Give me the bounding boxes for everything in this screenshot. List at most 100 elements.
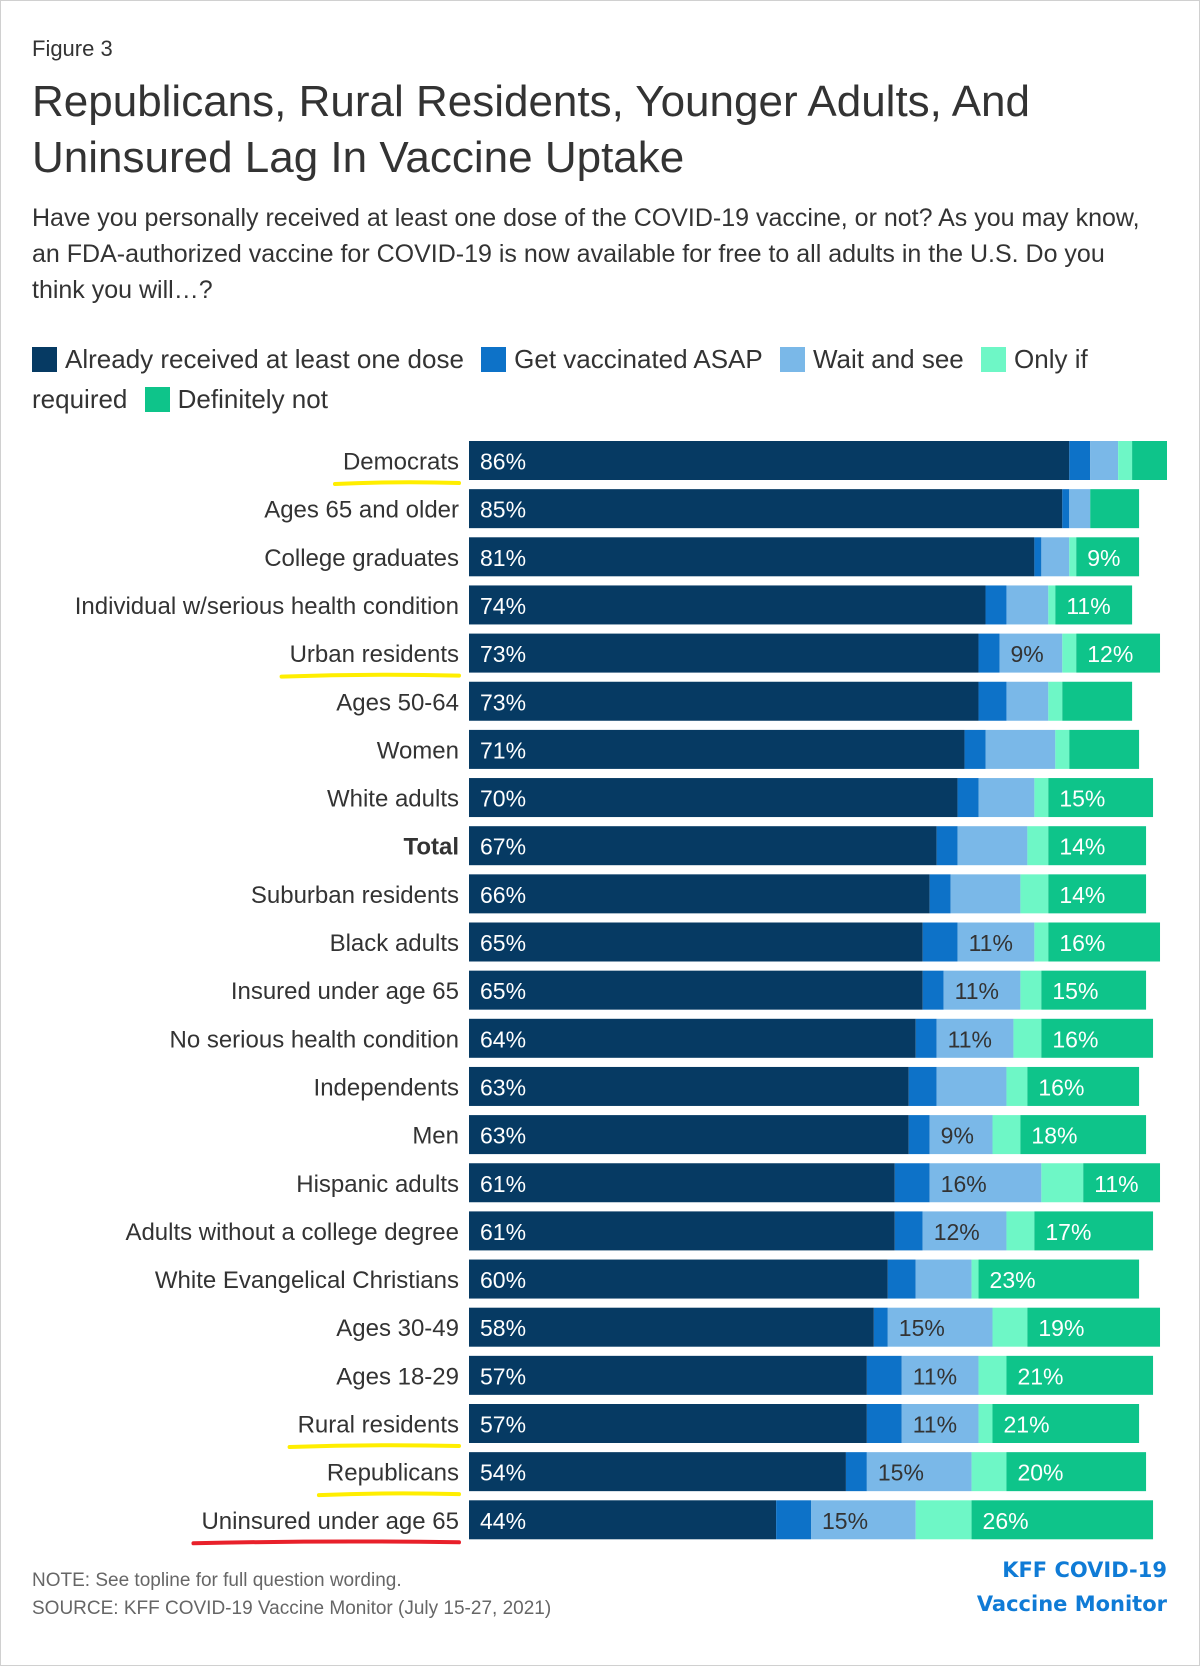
category-label: Independents bbox=[314, 1074, 459, 1101]
bar-segment-already bbox=[469, 633, 979, 673]
data-label: 19% bbox=[1038, 1315, 1084, 1341]
bar-segment-required bbox=[1013, 1018, 1042, 1058]
bar-segment-definitely-not bbox=[1027, 1307, 1161, 1347]
data-label: 86% bbox=[480, 449, 526, 475]
bar-segment-already bbox=[469, 1163, 895, 1203]
legend-label-required: Only if required bbox=[32, 344, 1088, 414]
bar-row: Democrats 86% bbox=[332, 441, 1167, 486]
bar-segment-already bbox=[469, 1066, 909, 1106]
bar-segment-required bbox=[1048, 585, 1056, 625]
category-label: Women bbox=[377, 737, 459, 764]
bar-segment-definitely-not bbox=[1090, 489, 1140, 529]
bar-segment-required bbox=[1069, 537, 1077, 577]
bar-row: Ages 18-29 57% 11% 21% bbox=[336, 1355, 1154, 1395]
data-label: 17% bbox=[1045, 1219, 1091, 1245]
bar-segment-required bbox=[1034, 922, 1049, 962]
data-label: 11% bbox=[1094, 1171, 1138, 1197]
legend-label-wait: Wait and see bbox=[812, 344, 964, 374]
bar-segment-required bbox=[992, 1307, 1028, 1347]
bar-segment-required bbox=[971, 1452, 1007, 1492]
data-label: 65% bbox=[480, 930, 526, 956]
bar-segment-asap bbox=[845, 1452, 867, 1492]
bar-segment-asap bbox=[936, 826, 958, 866]
bar-row: Men 63% 9% 18% bbox=[412, 1115, 1147, 1155]
bar-segment-already bbox=[469, 826, 937, 866]
bar-segment-definitely-not bbox=[1048, 826, 1147, 866]
data-label: 67% bbox=[480, 834, 526, 860]
bar-segment-wait bbox=[957, 922, 1035, 962]
bar-segment-wait bbox=[1006, 681, 1049, 721]
category-label: Black adults bbox=[330, 930, 459, 957]
legend-swatch-wait bbox=[779, 347, 805, 372]
legend-label-already: Already received at least one dose bbox=[65, 344, 464, 374]
data-label: 12% bbox=[1087, 641, 1133, 667]
bar-segment-wait bbox=[936, 1018, 1014, 1058]
data-label: 9% bbox=[1010, 641, 1043, 667]
data-label: 15% bbox=[878, 1460, 924, 1486]
category-label: No serious health condition bbox=[169, 1026, 459, 1053]
bar-segment-already bbox=[469, 922, 923, 962]
category-label: Insured under age 65 bbox=[231, 978, 459, 1005]
data-label: 85% bbox=[480, 497, 526, 523]
bar-segment-asap bbox=[978, 681, 1007, 721]
bar-row: Hispanic adults 61% 16% 11% bbox=[296, 1163, 1161, 1203]
data-label: 63% bbox=[480, 1123, 526, 1149]
bar-segment-required bbox=[1006, 1066, 1028, 1106]
bar-segment-asap bbox=[887, 1259, 916, 1299]
category-label: White adults bbox=[327, 786, 459, 813]
bar-segment-definitely-not bbox=[1055, 585, 1133, 625]
bar-segment-asap bbox=[908, 1115, 930, 1155]
bar-segment-already bbox=[469, 489, 1063, 529]
category-label: Suburban residents bbox=[251, 882, 459, 909]
data-label: 20% bbox=[1017, 1460, 1063, 1486]
bar-segment-required bbox=[978, 1404, 993, 1443]
data-label: 70% bbox=[480, 786, 526, 812]
bar-segment-wait bbox=[1041, 537, 1070, 577]
highlight-underline bbox=[316, 1491, 461, 1498]
bar-row: Uninsured under age 65 44% 15% 26% bbox=[191, 1500, 1154, 1546]
data-label: 15% bbox=[1059, 786, 1105, 812]
bar-segment-required bbox=[1062, 633, 1077, 673]
bar-segment-already bbox=[469, 537, 1035, 577]
legend-label-definitely-not: Definitely not bbox=[177, 384, 328, 414]
legend-swatch-required bbox=[981, 347, 1007, 372]
bar-segment-already bbox=[469, 1307, 874, 1347]
bar-segment-definitely-not bbox=[1132, 441, 1167, 480]
data-label: 11% bbox=[948, 1026, 992, 1052]
bar-segment-wait bbox=[950, 874, 1021, 914]
legend-swatch-asap bbox=[481, 347, 507, 372]
bar-segment-required bbox=[1020, 970, 1042, 1010]
chart-subtitle: Have you personally received at least on… bbox=[32, 204, 1140, 304]
bar-segment-wait bbox=[915, 1259, 972, 1299]
category-label: Total bbox=[403, 834, 459, 861]
bar-segment-definitely-not bbox=[1048, 874, 1147, 914]
category-label: Uninsured under age 65 bbox=[201, 1508, 459, 1535]
highlight-underline bbox=[287, 1443, 461, 1449]
bar-segment-asap bbox=[978, 633, 1000, 673]
bar-segment-definitely-not bbox=[971, 1500, 1154, 1540]
data-label: 11% bbox=[969, 930, 1013, 956]
data-label: 44% bbox=[480, 1508, 526, 1534]
bar-segment-asap bbox=[1034, 537, 1042, 577]
data-label: 54% bbox=[480, 1460, 526, 1486]
bar-row: Black adults 65% 11% 16% bbox=[330, 922, 1161, 962]
bar-segment-wait bbox=[866, 1452, 972, 1492]
bar-segment-already bbox=[469, 441, 1070, 480]
bar-segment-asap bbox=[866, 1404, 902, 1443]
data-label: 74% bbox=[480, 593, 526, 619]
category-label: Rural residents bbox=[298, 1412, 459, 1439]
data-label: 11% bbox=[913, 1412, 957, 1438]
bar-segment-already bbox=[469, 970, 923, 1010]
bar-segment-asap bbox=[776, 1500, 812, 1540]
data-label: 9% bbox=[1087, 545, 1120, 571]
bar-row: Women 71% bbox=[377, 729, 1140, 769]
bar-segment-wait bbox=[1090, 441, 1119, 480]
highlight-underline bbox=[191, 1539, 461, 1546]
bar-segment-asap bbox=[1062, 489, 1070, 529]
bar-segment-definitely-not bbox=[1048, 922, 1161, 962]
data-label: 11% bbox=[913, 1363, 957, 1389]
data-label: 11% bbox=[1066, 593, 1110, 619]
bar-segment-wait bbox=[929, 1115, 993, 1155]
category-label: Ages 65 and older bbox=[264, 497, 459, 524]
